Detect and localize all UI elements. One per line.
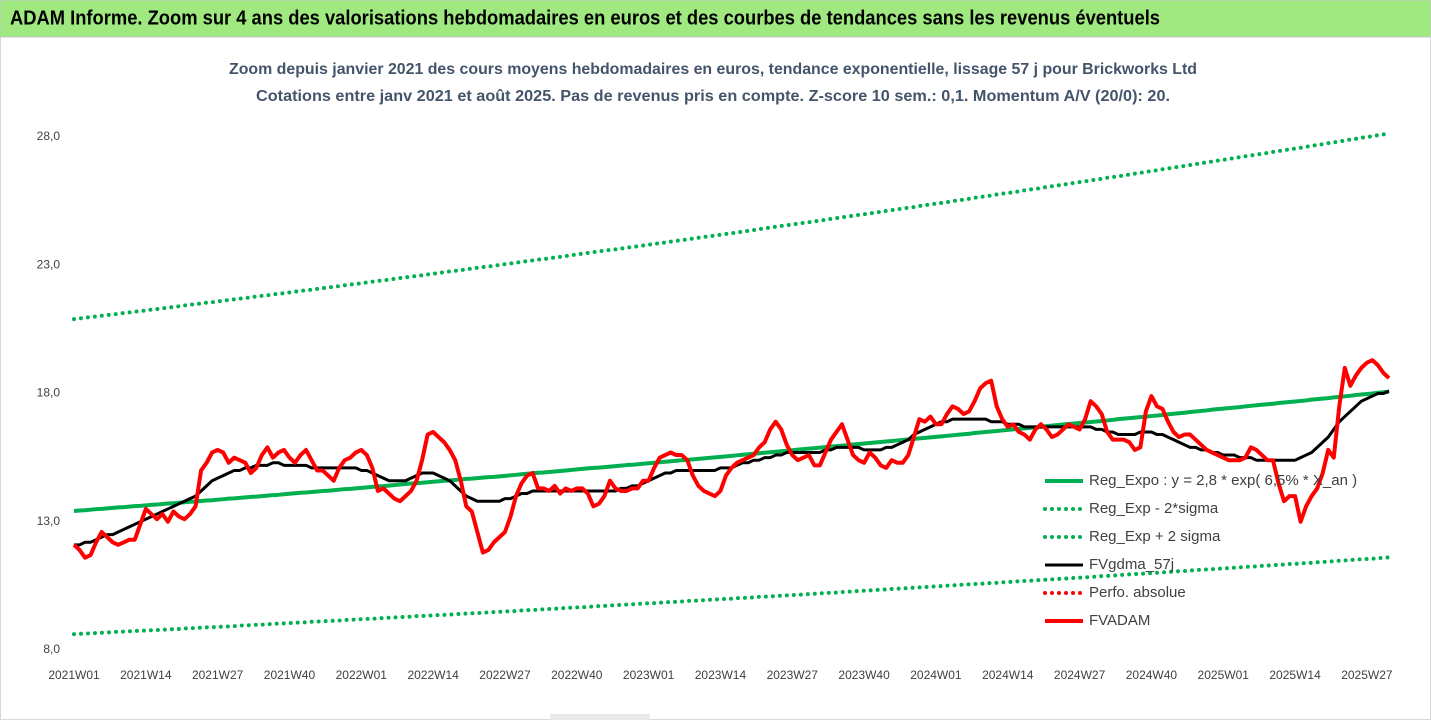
x-tick-label: 2024W27 [1054, 668, 1106, 682]
x-tick-label: 2021W40 [264, 668, 316, 682]
header-title: ADAM Informe. Zoom sur 4 ans des valoris… [10, 7, 1160, 29]
series-line [73, 389, 1390, 513]
x-tick-label: 2021W14 [120, 668, 172, 682]
chart-title: Zoom depuis janvier 2021 des cours moyen… [229, 61, 1197, 78]
legend-label: Reg_Exp - 2*sigma [1089, 500, 1219, 517]
legend-label: Reg_Exp + 2 sigma [1089, 528, 1221, 545]
x-tick-label: 2024W40 [1126, 668, 1178, 682]
legend-label: Reg_Expo : y = 2,8 * exp( 6,5% * X_an ) [1089, 472, 1357, 489]
chart-subtitle: Cotations entre janv 2021 et août 2025. … [256, 88, 1170, 105]
x-tick-label: 2021W01 [48, 668, 100, 682]
scroll-strip [550, 714, 650, 720]
legend-label: Perfo. absolue [1089, 584, 1186, 601]
legend: Reg_Expo : y = 2,8 * exp( 6,5% * X_an ) R… [1043, 472, 1357, 629]
x-tick-label: 2022W27 [479, 668, 531, 682]
legend-label: FVADAM [1089, 612, 1150, 629]
x-tick-label: 2023W27 [767, 668, 819, 682]
x-tick-label: 2024W01 [910, 668, 962, 682]
x-tick-label: 2023W14 [695, 668, 747, 682]
series-line [72, 555, 1391, 637]
x-tick-label: 2023W01 [623, 668, 675, 682]
x-tick-label: 2022W14 [407, 668, 459, 682]
x-tick-label: 2025W14 [1269, 668, 1321, 682]
y-tick-label: 13,0 [37, 514, 61, 528]
x-tick-label: 2025W01 [1198, 668, 1250, 682]
y-tick-label: 23,0 [37, 257, 61, 271]
x-tick-label: 2024W14 [982, 668, 1034, 682]
legend-label: FVgdma_57j [1089, 556, 1174, 573]
y-tick-label: 18,0 [37, 386, 61, 400]
series-line [72, 131, 1391, 322]
x-tick-label: 2021W27 [192, 668, 244, 682]
x-tick-label: 2022W40 [551, 668, 603, 682]
x-tick-label: 2023W40 [838, 668, 890, 682]
y-tick-label: 28,0 [37, 129, 61, 143]
x-tick-label: 2025W27 [1341, 668, 1393, 682]
plot: 8,0 13,0 18,0 23,0 28,0 2021W01 2021W14 2021W27… [37, 129, 1393, 682]
header-bar [0, 0, 1431, 38]
x-tick-label: 2022W01 [336, 668, 388, 682]
y-tick-label: 8,0 [43, 642, 60, 656]
series-line [72, 358, 1391, 560]
